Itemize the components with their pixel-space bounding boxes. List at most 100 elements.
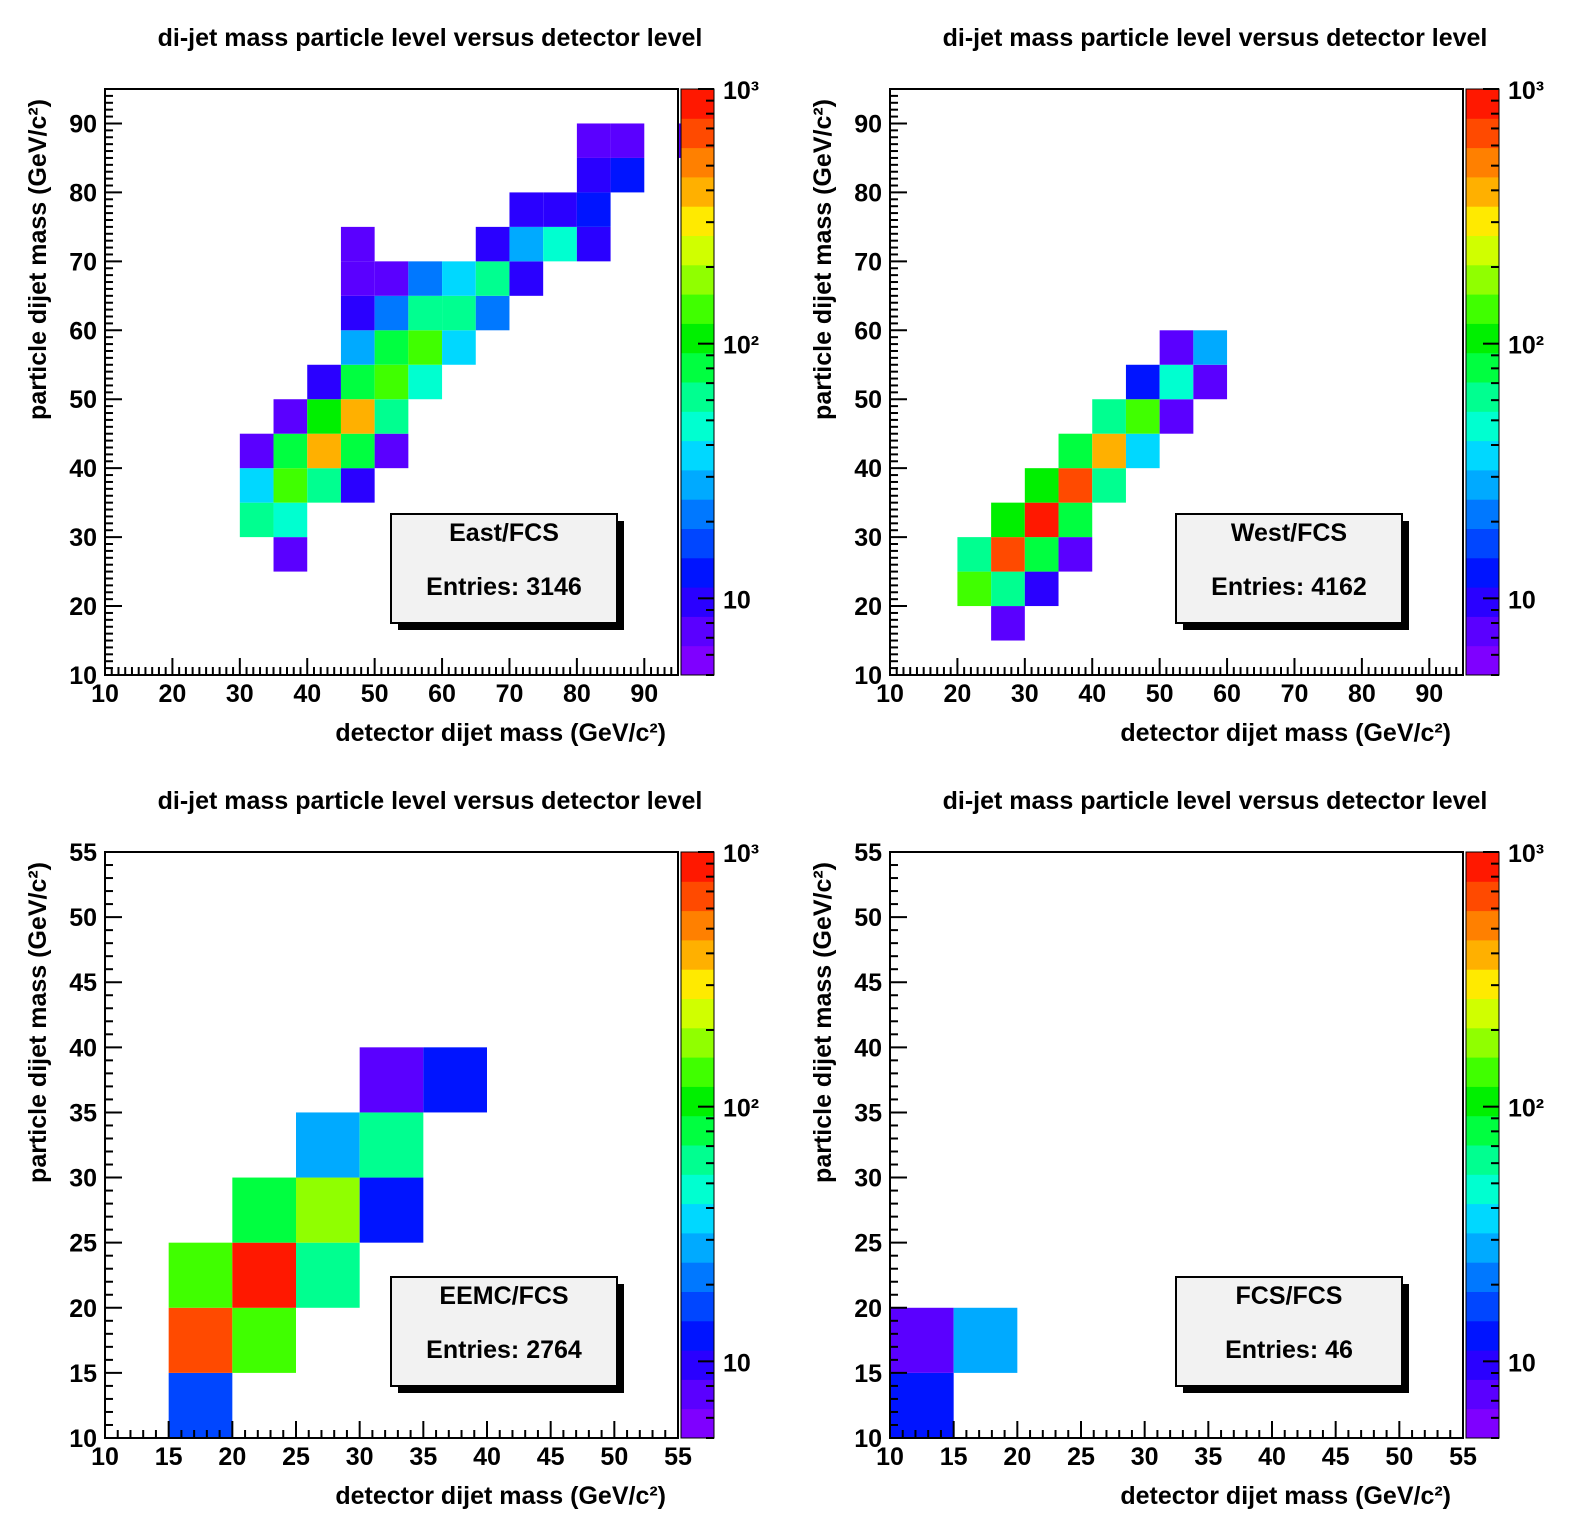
x-tick-label: 35 — [1194, 1443, 1222, 1471]
y-tick-label: 70 — [854, 248, 882, 276]
heatmap-cell — [239, 468, 274, 503]
x-tick-label: 25 — [1067, 1443, 1095, 1471]
x-tick-label: 55 — [1449, 1443, 1477, 1471]
palette-swatch — [681, 587, 714, 617]
heatmap-cell — [543, 226, 577, 262]
palette-swatch — [1466, 294, 1499, 324]
heatmap-cell — [340, 433, 375, 469]
palette-frame — [1465, 88, 1500, 676]
palette-swatch — [1466, 1350, 1499, 1380]
palette-frame — [680, 851, 715, 1439]
palette-swatch — [681, 1086, 714, 1117]
heatmap-cell — [1024, 537, 1059, 572]
legend-title: FCS/FCS — [1236, 1282, 1343, 1310]
heatmap-cell — [408, 330, 443, 365]
palette-swatch — [681, 616, 714, 647]
y-tick-label: 55 — [854, 839, 882, 867]
palette-swatch — [1466, 411, 1499, 442]
heatmap-cell — [239, 433, 274, 469]
chart-title: di-jet mass particle level versus detect… — [943, 24, 1488, 52]
x-tick-label: 10 — [876, 680, 904, 708]
heatmap-cell — [374, 399, 409, 434]
z-tick-label: 10³ — [723, 77, 759, 105]
heatmap-cell — [423, 1047, 487, 1113]
heatmap-cell — [543, 192, 577, 227]
y-tick-label: 40 — [854, 1034, 882, 1062]
palette-swatch — [1466, 1291, 1499, 1322]
palette-swatch — [1466, 118, 1499, 149]
entries-label: Entries: 4162 — [1211, 573, 1367, 601]
x-tick-label: 10 — [876, 1443, 904, 1471]
palette-swatch — [681, 998, 714, 1029]
palette-swatch — [681, 235, 714, 266]
heatmap-cell — [1159, 399, 1194, 434]
palette-swatch — [1466, 1379, 1499, 1410]
heatmap-cell — [442, 330, 476, 365]
z-tick-label: 10² — [1508, 1095, 1544, 1123]
palette-swatch — [1466, 587, 1499, 617]
palette-frame — [1465, 851, 1500, 1439]
palette-swatch — [1466, 235, 1499, 266]
heatmap-cell — [1125, 364, 1160, 400]
palette-swatch — [1466, 645, 1499, 676]
palette-swatch — [681, 557, 714, 588]
x-tick-label: 70 — [496, 680, 524, 708]
palette-swatch — [681, 176, 714, 207]
heatmap-cell — [475, 226, 510, 262]
z-tick-label: 10 — [1508, 1349, 1536, 1377]
chart-title: di-jet mass particle level versus detect… — [158, 24, 703, 52]
heatmap-cell — [509, 261, 544, 296]
heatmap-cell — [442, 295, 476, 331]
legend-box — [390, 1276, 618, 1387]
palette-swatch — [681, 499, 714, 529]
palette-swatch — [1466, 939, 1499, 970]
y-tick-label: 10 — [69, 662, 97, 690]
y-tick-label: 50 — [854, 904, 882, 932]
x-tick-label: 20 — [218, 1443, 246, 1471]
y-tick-label: 30 — [854, 1165, 882, 1193]
heatmap-cell — [1159, 330, 1194, 365]
y-tick-label: 25 — [854, 1230, 882, 1258]
palette-frame — [680, 88, 715, 676]
palette-swatch — [1466, 881, 1499, 912]
heatmap-cell — [1193, 330, 1228, 365]
palette-swatch — [681, 206, 714, 236]
x-tick-label: 80 — [563, 680, 591, 708]
palette-swatch — [681, 411, 714, 442]
palette-swatch — [681, 1262, 714, 1292]
x-tick-label: 20 — [1003, 1443, 1031, 1471]
palette-swatch — [681, 147, 714, 178]
heatmap-cell — [1024, 571, 1059, 607]
heatmap-cell — [610, 157, 645, 193]
palette-swatch — [681, 645, 714, 676]
heatmap-cell — [273, 468, 308, 503]
x-tick-label: 30 — [1131, 1443, 1159, 1471]
x-tick-label: 35 — [409, 1443, 437, 1471]
heatmap-panel-4: di-jet mass particle level versus detect… — [809, 787, 1544, 1510]
y-tick-label: 80 — [854, 179, 882, 207]
heatmap-cell — [991, 606, 1025, 641]
heatmap-cell — [576, 192, 611, 227]
heatmap-cell — [296, 1177, 360, 1243]
y-tick-label: 20 — [69, 1295, 97, 1323]
x-tick-label: 50 — [600, 1443, 628, 1471]
palette-swatch — [1466, 1145, 1499, 1175]
x-tick-label: 40 — [293, 680, 321, 708]
heatmap-cell — [359, 1112, 424, 1178]
palette-swatch — [1466, 1320, 1499, 1351]
chart-title: di-jet mass particle level versus detect… — [158, 787, 703, 815]
heatmap-cell — [374, 433, 409, 469]
palette-swatch — [681, 382, 714, 412]
heatmap-cell — [1125, 399, 1160, 434]
x-tick-label: 80 — [1348, 680, 1376, 708]
heatmap-cell — [1193, 364, 1228, 400]
x-tick-label: 60 — [1213, 680, 1241, 708]
heatmap-cell — [442, 261, 476, 296]
heatmap-cell — [957, 571, 992, 607]
heatmap-cell — [273, 502, 308, 538]
palette-swatch — [1466, 206, 1499, 236]
x-tick-label: 30 — [1011, 680, 1039, 708]
palette-swatch — [1466, 176, 1499, 207]
chart-title: di-jet mass particle level versus detect… — [943, 787, 1488, 815]
y-axis-label: particle dijet mass (GeV/c²) — [809, 862, 837, 1183]
